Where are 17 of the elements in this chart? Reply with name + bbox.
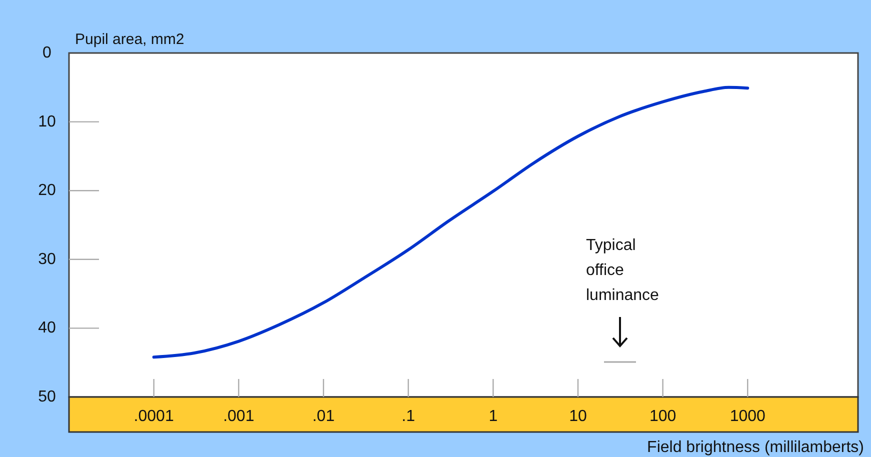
y-tick-label: 50 xyxy=(38,388,56,406)
x-tick-label: 10 xyxy=(569,408,587,425)
annotation: Typical office luminance xyxy=(586,237,660,304)
x-tick-label: .001 xyxy=(223,408,254,425)
y-tick-label: 30 xyxy=(38,250,56,268)
x-tick-label: .1 xyxy=(402,408,416,425)
y-tick-label: 40 xyxy=(38,320,56,337)
y-tick-label: 10 xyxy=(38,113,56,130)
y-tick-label: 0 xyxy=(42,44,52,62)
x-tick-label: .0001 xyxy=(134,408,174,425)
x-tick-label: .01 xyxy=(312,408,335,425)
x-axis-title: Field brightness (millilamberts) xyxy=(647,439,864,456)
y-tick-label: 20 xyxy=(38,182,56,200)
x-tick-label: 1 xyxy=(488,408,498,425)
x-tick-label: 1000 xyxy=(730,408,766,425)
y-axis-title: Pupil area, mm2 xyxy=(75,31,184,48)
x-tick-label: 100 xyxy=(649,408,676,425)
